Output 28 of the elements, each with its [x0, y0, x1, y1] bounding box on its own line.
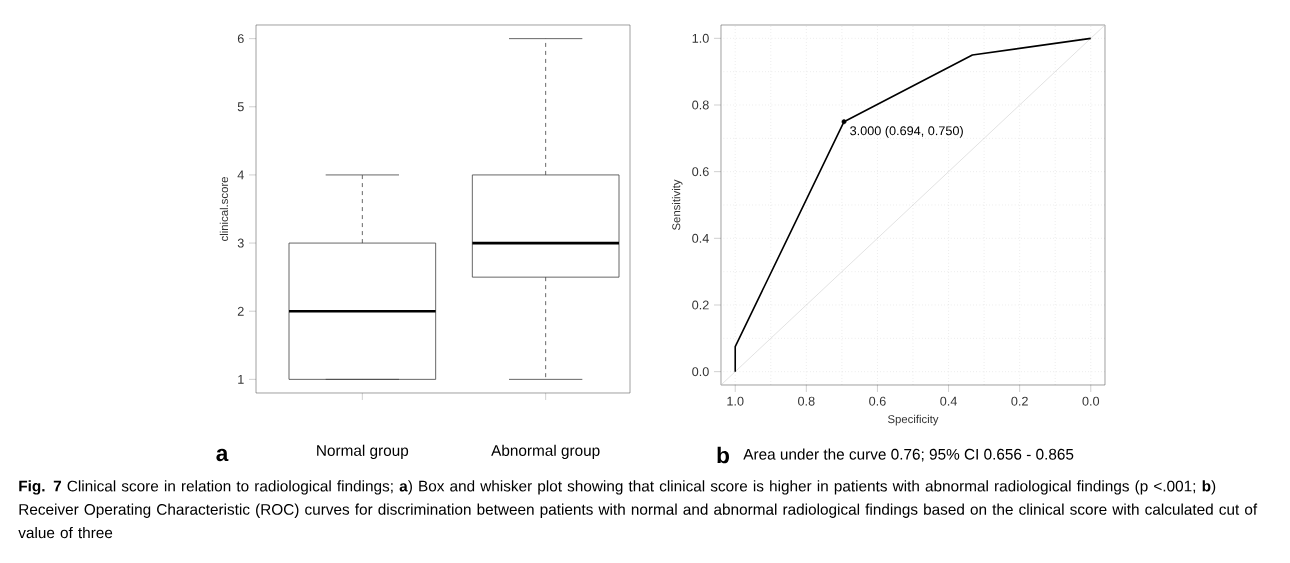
y-tick-label: 0.0 — [692, 367, 709, 377]
x-tick-label: 0.2 — [1011, 396, 1028, 406]
y-tick-label: 0.8 — [692, 100, 709, 110]
text: a — [216, 448, 229, 462]
y-tick-label: 3 — [237, 238, 244, 248]
x-tick-label: 0.8 — [798, 396, 815, 406]
x-axis-title: Specificity — [888, 414, 939, 426]
y-tick-label: 1 — [238, 375, 244, 384]
x-tick-label: 0.0 — [1082, 396, 1100, 406]
x-tick-label: 1.0 — [727, 396, 744, 406]
text: Fig. 7 Clinical score in relation to radiological findings; a) Box and whisker plot showing that clinical score is higher in patients with abnormal radiological findings (p <.001; b) Receiver Operating Characteristic (ROC) curves for discrimination between patients with normal and abnormal radiological findings based on the clinical score with calculated cut of value of three — [18, 480, 1258, 539]
x-tick-label: Normal group — [317, 444, 409, 459]
x-tick-label: Abnormal group — [491, 444, 600, 459]
y-tick-label: 2 — [237, 306, 244, 316]
text: Area under the curve 0.76; 95% CI 0.656 - 0.865 — [743, 448, 1074, 462]
y-tick-label: 0.2 — [692, 300, 709, 310]
y-tick-label: 0.4 — [692, 233, 709, 243]
y-tick-label: 0.6 — [692, 167, 709, 177]
annotation: 3.000 (0.694, 0.750) — [850, 125, 963, 138]
y-tick-label: 5 — [237, 102, 244, 112]
y-tick-label: 6 — [237, 34, 244, 44]
y-axis-title: Sensitivity — [671, 179, 683, 230]
x-tick-label: 0.6 — [869, 396, 886, 406]
y-axis-title: clinical.score — [219, 177, 229, 241]
y-tick-label: 4 — [237, 170, 244, 180]
y-tick-label: 1.0 — [692, 33, 709, 43]
text: b — [717, 446, 729, 464]
x-tick-label: 0.4 — [940, 396, 957, 406]
